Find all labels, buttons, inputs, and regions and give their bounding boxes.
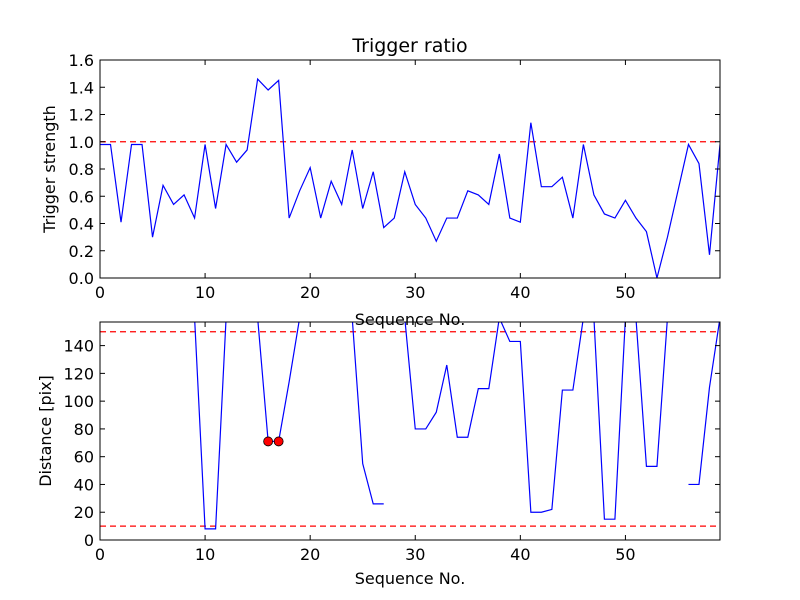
top-y-tick-label: 0.4 xyxy=(69,215,94,234)
bottom-x-tick-label: 30 xyxy=(405,545,425,564)
bottom-x-tick-label: 0 xyxy=(95,545,105,564)
top-y-tick-label: 0.6 xyxy=(69,187,94,206)
bottom-series-line xyxy=(257,322,300,443)
bottom-y-tick-label: 100 xyxy=(63,392,94,411)
bottom-y-tick-label: 60 xyxy=(74,448,94,467)
bottom-series-line xyxy=(194,322,227,530)
top-chart-plot-area xyxy=(100,77,720,278)
bottom-y-tick-label: 20 xyxy=(74,503,94,522)
top-y-tick-label: 1.4 xyxy=(69,78,94,97)
bottom-y-tick-label: 80 xyxy=(74,420,94,439)
top-series-line xyxy=(100,77,720,278)
bottom-data-point-marker xyxy=(273,436,284,447)
bottom-x-tick-label: 40 xyxy=(510,545,530,564)
bottom-y-tick-label: 140 xyxy=(63,337,94,356)
bottom-x-axis-label: Sequence No. xyxy=(355,569,466,588)
top-x-tick-label: 40 xyxy=(510,283,530,302)
chart-title: Trigger ratio xyxy=(351,35,467,57)
top-x-tick-label: 10 xyxy=(195,283,215,302)
bottom-x-tick-label: 10 xyxy=(195,545,215,564)
top-y-axis-label: Trigger strength xyxy=(40,105,59,234)
top-chart-frame xyxy=(99,59,721,279)
top-x-axis-label: Sequence No. xyxy=(355,310,466,329)
bottom-data-point-marker xyxy=(263,436,274,447)
bottom-y-axis-label: Distance [pix] xyxy=(36,375,55,487)
top-y-tick-label: 1.2 xyxy=(69,106,94,125)
top-y-tick-label: 0.2 xyxy=(69,242,94,261)
bottom-series-line xyxy=(688,322,720,486)
top-x-tick-label: 30 xyxy=(405,283,425,302)
top-y-tick-label: 0.8 xyxy=(69,160,94,179)
top-chart: 0 10 20 30 40 50 0.0 0.2 0.4 0.6 0.8 1.0 1.2 1.4 1.6 T… xyxy=(40,51,721,302)
bottom-y-tick-label: 40 xyxy=(74,475,94,494)
bottom-chart: 0 10 20 30 40 50 0 20 40 60 80 100 120 140 Sequence N… xyxy=(36,321,721,588)
top-chart-ticks: 0 10 20 30 40 50 0.0 0.2 0.4 0.6 0.8 1.0 1.2 1.4 1.6 xyxy=(69,51,720,302)
bottom-series-line xyxy=(404,322,668,520)
top-x-tick-label: 0 xyxy=(95,283,105,302)
bottom-chart-frame xyxy=(99,321,721,541)
top-y-tick-label: 1.6 xyxy=(69,51,94,70)
top-y-tick-label: 0.0 xyxy=(69,269,94,288)
bottom-y-tick-label: 120 xyxy=(63,364,94,383)
bottom-y-tick-label: 0 xyxy=(84,531,94,550)
bottom-series-line xyxy=(351,322,384,505)
bottom-x-tick-label: 50 xyxy=(615,545,635,564)
top-y-tick-label: 1.0 xyxy=(69,133,94,152)
bottom-chart-ticks: 0 10 20 30 40 50 0 20 40 60 80 100 120 140 xyxy=(63,322,720,564)
top-x-tick-label: 20 xyxy=(300,283,320,302)
top-x-tick-label: 50 xyxy=(615,283,635,302)
bottom-x-tick-label: 20 xyxy=(300,545,320,564)
bottom-chart-plot-area xyxy=(100,322,720,530)
